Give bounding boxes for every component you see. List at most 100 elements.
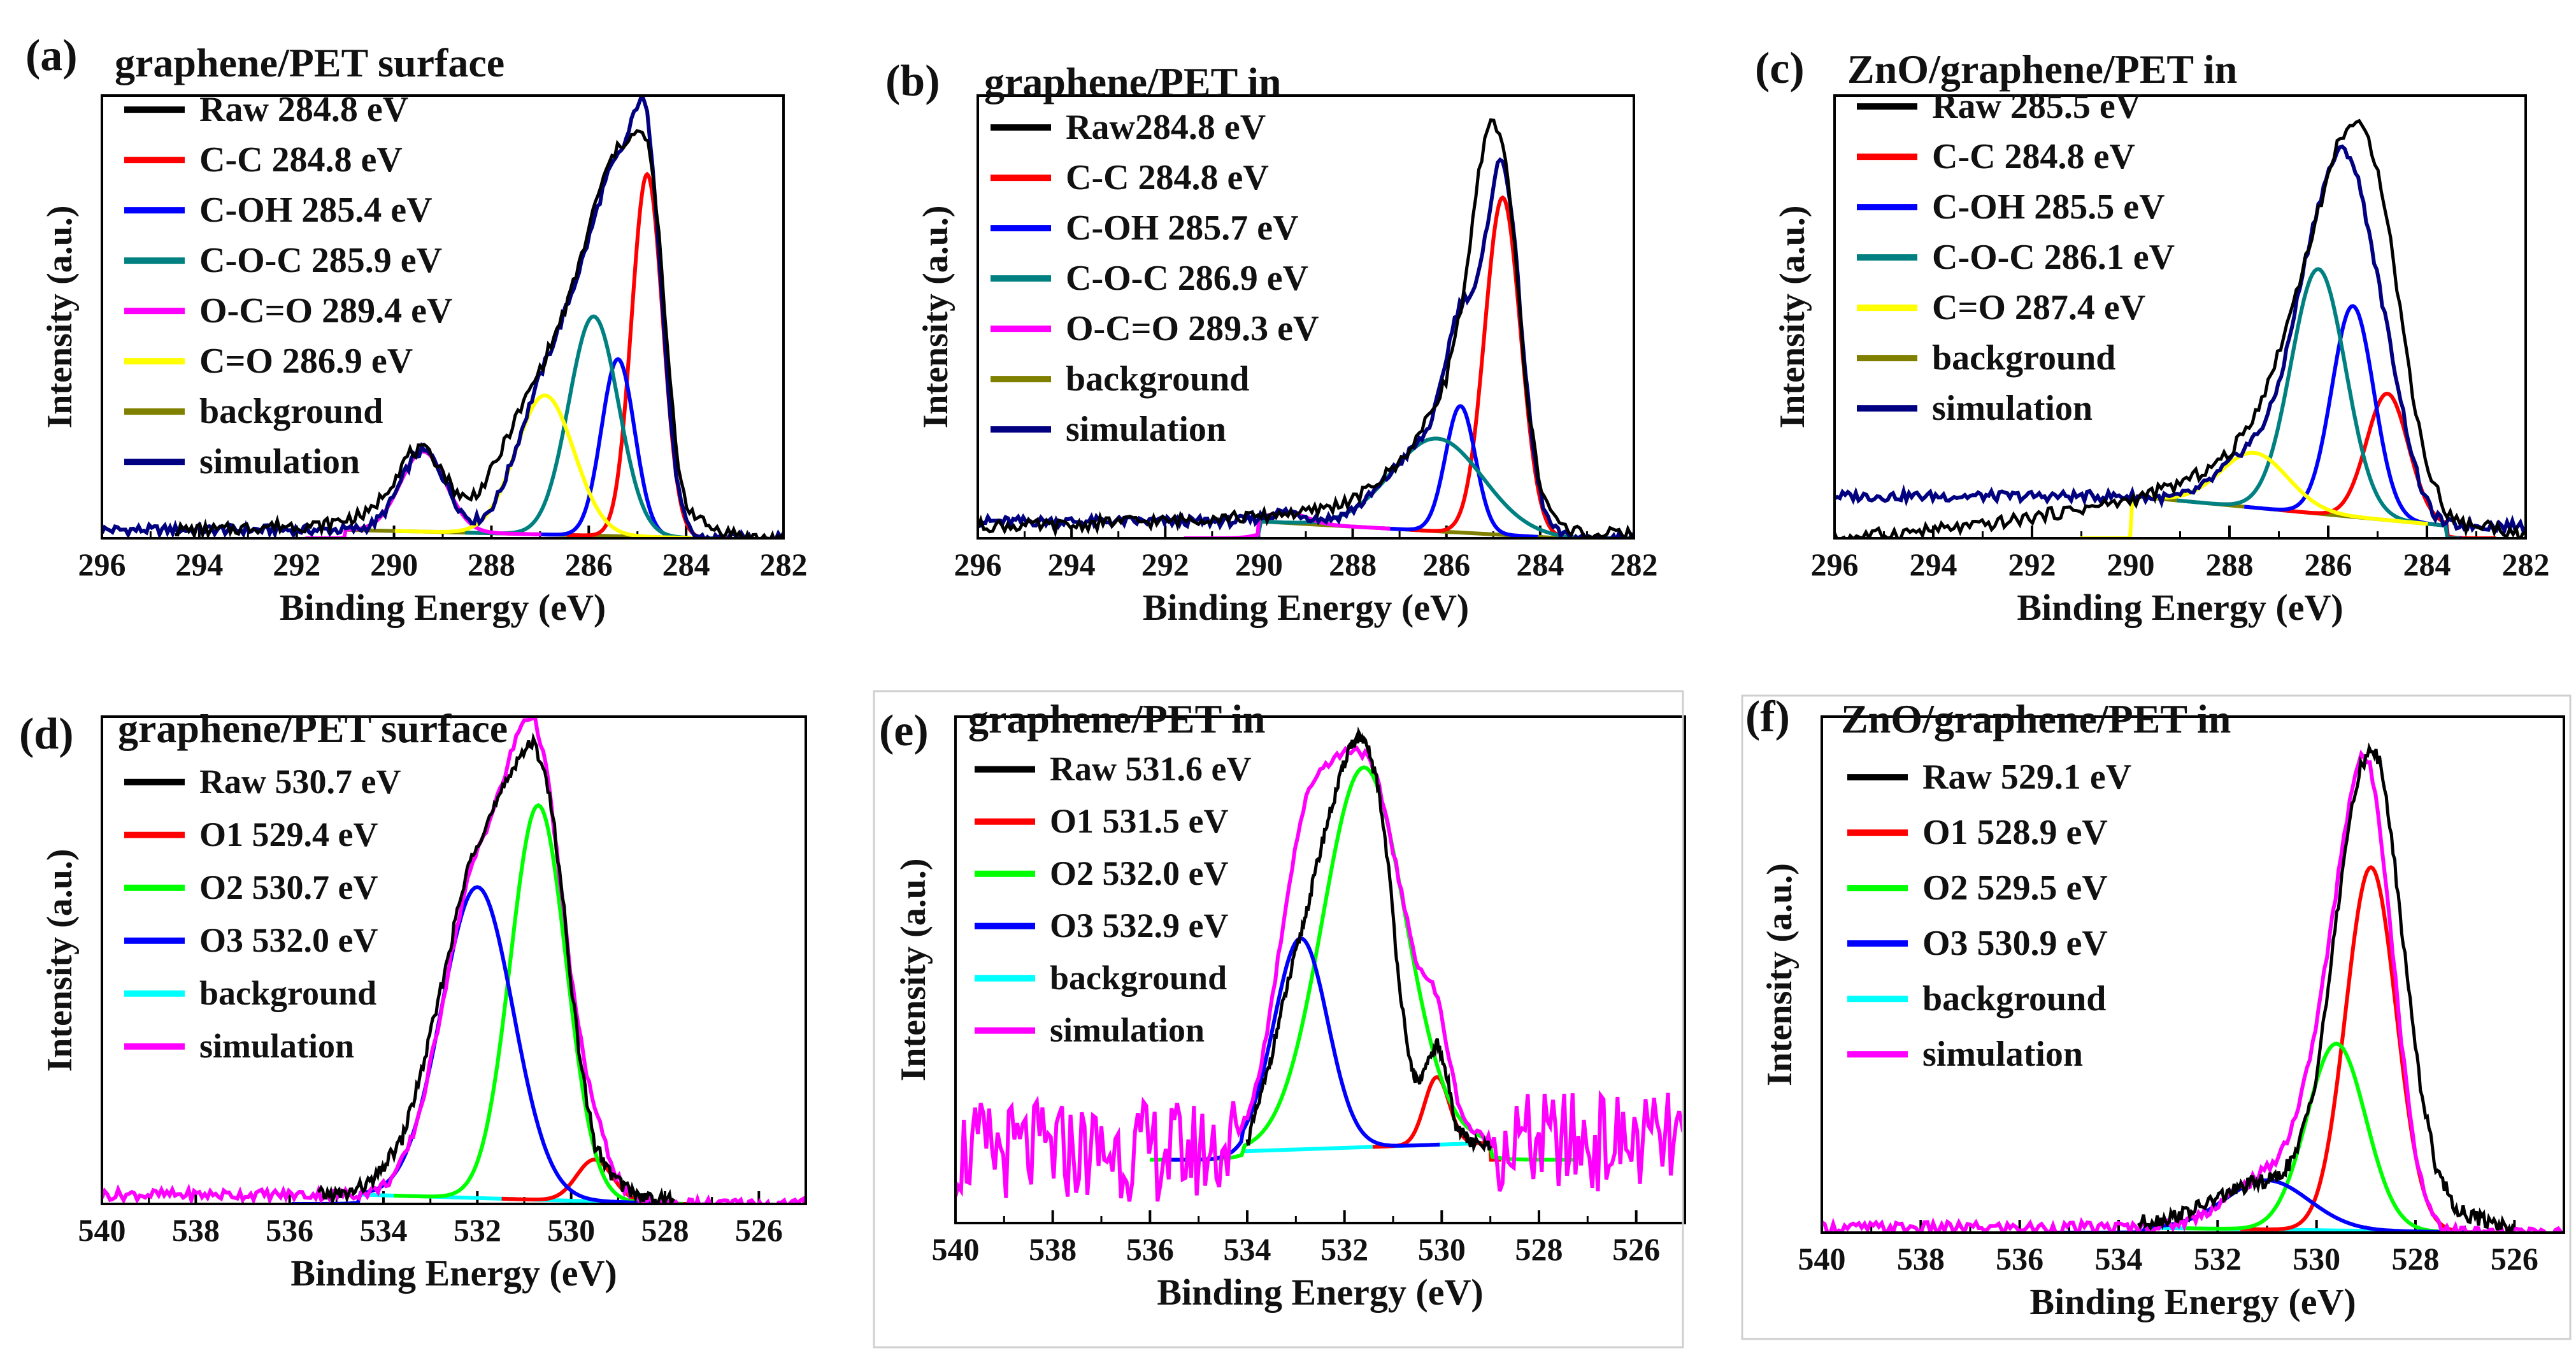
- legend-label: Raw 529.1 eV: [1922, 757, 2131, 797]
- x-tick-label: 282: [760, 547, 808, 582]
- chart-panel-d: 540 538 536 534 532 530 528 526 Binding Energy (…: [19, 706, 807, 1294]
- legend-label: Raw 285.5 eV: [1932, 87, 2141, 126]
- panel-label: (a): [25, 31, 78, 80]
- series-peak-0: [566, 171, 728, 537]
- y-axis-label: Intensity (a.u.): [894, 858, 933, 1081]
- plot-area: [1823, 742, 2563, 1231]
- legend-label: O2 529.5 eV: [1922, 868, 2108, 908]
- plot-frame: [954, 715, 1686, 1224]
- x-tick-label: 296: [78, 547, 126, 582]
- chart-title: ZnO/graphene/PET in: [1847, 47, 2237, 92]
- x-tick-label: 530: [1418, 1231, 1466, 1267]
- chart-title: ZnO/graphene/PET in: [1841, 696, 2231, 741]
- x-tick-label: 292: [2008, 547, 2056, 582]
- legend-label: O1 531.5 eV: [1050, 802, 1228, 840]
- series-background: [1242, 1141, 1491, 1154]
- legend-label: C-C 284.8 eV: [199, 140, 403, 180]
- series-peak-1: [2184, 1042, 2489, 1231]
- chart-panel-a: 296 294 292 290 288 286 284 282 Binding Energy (…: [25, 31, 808, 628]
- x-tick-label: 534: [1224, 1231, 1271, 1267]
- series-simulation: [1836, 144, 2524, 536]
- legend-label: background: [1932, 338, 2115, 378]
- legend-label: O-C=O 289.4 eV: [199, 291, 452, 331]
- series-peak-4: [395, 393, 695, 537]
- x-tick-label: 290: [370, 547, 418, 582]
- x-axis-label: Binding Energy (eV): [2029, 1281, 2356, 1322]
- legend-label: O1 528.9 eV: [1922, 813, 2108, 852]
- series-simulation: [957, 745, 1684, 1202]
- x-tick-label: 538: [1029, 1231, 1077, 1267]
- legend-label: Raw 530.7 eV: [199, 762, 401, 801]
- plot-area: [103, 718, 805, 1203]
- series-peak-2: [1199, 436, 1633, 537]
- y-axis-label: Intensity (a.u.): [40, 205, 80, 428]
- chart-title: graphene/PET surface: [115, 40, 504, 85]
- legend-label: Raw284.8 eV: [1066, 108, 1266, 147]
- legend-label: O3 532.9 eV: [1050, 906, 1228, 945]
- x-tick-label: 292: [273, 547, 320, 582]
- legend-label: C-C 284.8 eV: [1066, 158, 1269, 197]
- x-tick-label: 294: [1910, 547, 1957, 582]
- legend-label: C=O 286.9 eV: [199, 341, 413, 381]
- series-raw: [2136, 742, 2516, 1231]
- x-axis-label: Binding Energy (eV): [280, 587, 606, 628]
- legend-label: simulation: [1050, 1011, 1205, 1049]
- x-axis-label: Binding Energy (eV): [290, 1252, 617, 1294]
- x-tick-label: 528: [641, 1212, 689, 1248]
- x-tick-label: 286: [2305, 547, 2352, 582]
- legend-label: Raw 284.8 eV: [199, 90, 408, 129]
- plot-area: [1836, 118, 2524, 537]
- x-tick-label: 294: [175, 547, 223, 582]
- legend-label: Raw 531.6 eV: [1050, 750, 1251, 788]
- x-tick-label: 526: [1612, 1231, 1660, 1267]
- series-simulation: [103, 97, 782, 537]
- x-tick-label: 288: [1329, 547, 1377, 582]
- chart-title: graphene/PET in: [984, 59, 1281, 104]
- x-tick-label: 284: [2403, 547, 2451, 582]
- series-raw: [317, 732, 675, 1203]
- x-tick-label: 288: [2206, 547, 2254, 582]
- panel-label: (f): [1745, 692, 1790, 741]
- x-tick-label: 528: [1515, 1231, 1563, 1267]
- x-tick-label: 536: [1996, 1241, 2043, 1277]
- panel-frame-f: [1741, 694, 2572, 1340]
- legend-label: C-OH 285.5 eV: [1932, 187, 2165, 227]
- chart-panel-e: 540 538 536 534 532 530 528 526 Binding Energy (…: [879, 696, 1686, 1313]
- series-peak-1: [1383, 404, 1538, 537]
- x-tick-label: 282: [1610, 547, 1658, 582]
- plot-area: [957, 726, 1684, 1202]
- legend-label: simulation: [199, 442, 360, 482]
- chart-title: graphene/PET surface: [118, 706, 508, 751]
- x-tick-label: 286: [1422, 547, 1470, 582]
- series-peak-0: [2279, 391, 2496, 537]
- x-tick-label: 536: [1126, 1231, 1174, 1267]
- legend-label: background: [1066, 359, 1249, 399]
- legend-label: simulation: [1922, 1034, 2083, 1074]
- x-tick-label: 540: [932, 1231, 980, 1267]
- x-tick-label: 532: [1320, 1231, 1368, 1267]
- x-tick-label: 290: [2107, 547, 2155, 582]
- legend-label: background: [199, 392, 383, 431]
- series-raw: [175, 129, 782, 537]
- plot-frame: [1821, 715, 2565, 1234]
- chart-panel-b: 296 294 292 290 288 286 284 282 Binding Energy (…: [885, 57, 1658, 628]
- legend-label: simulation: [199, 1027, 354, 1065]
- series-raw: [979, 118, 1633, 537]
- x-tick-label: 540: [78, 1212, 126, 1248]
- x-tick-label: 296: [1811, 547, 1859, 582]
- legend-label: O3 530.9 eV: [1922, 924, 2108, 963]
- legend-label: O2 530.7 eV: [199, 868, 378, 906]
- x-tick-label: 290: [1235, 547, 1283, 582]
- x-tick-label: 540: [1798, 1241, 1846, 1277]
- panel-label: (c): [1755, 44, 1805, 93]
- legend-label: O1 529.4 eV: [199, 815, 378, 854]
- legend-label: C-OH 285.7 eV: [1066, 208, 1299, 248]
- panel-label: (b): [885, 57, 940, 106]
- plot-area: [103, 97, 782, 537]
- chart-panel-f: 540 538 536 534 532 530 528 526 Binding Energy (…: [1745, 692, 2565, 1322]
- x-tick-label: 284: [662, 547, 710, 582]
- legend-label: C-O-C 286.9 eV: [1066, 259, 1308, 298]
- series-peak-1: [532, 357, 704, 537]
- x-tick-label: 288: [468, 547, 515, 582]
- x-tick-label: 530: [2293, 1241, 2340, 1277]
